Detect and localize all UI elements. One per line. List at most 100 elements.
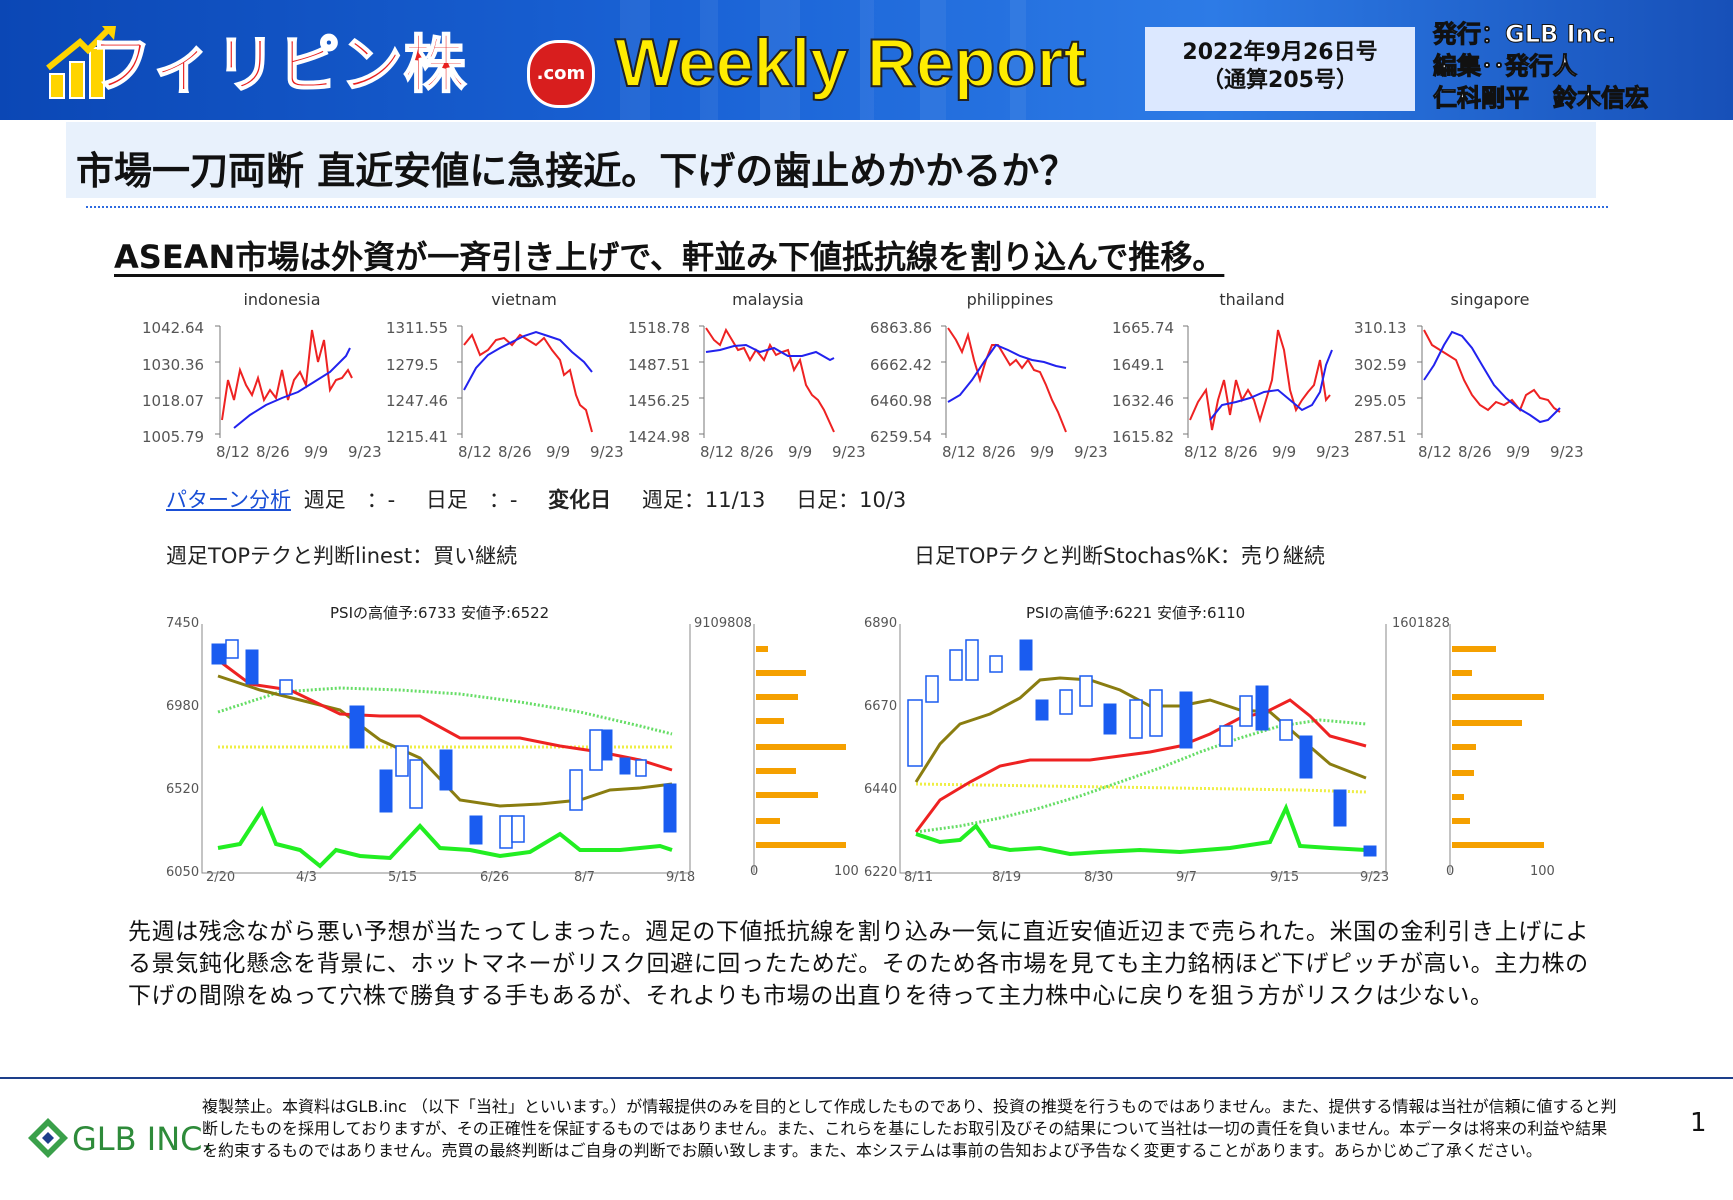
change-day-weekly: 週足：11/13 xyxy=(641,488,766,512)
header-banner xyxy=(0,0,1733,120)
glb-logo-icon xyxy=(28,1118,68,1158)
y-tick: 1456.25 xyxy=(628,392,691,410)
x-tick: 9/9 xyxy=(788,443,813,461)
footer-divider xyxy=(0,1077,1733,1079)
report-title: Weekly Report xyxy=(614,24,1087,102)
x-tick: 8/12 xyxy=(458,443,492,461)
change-day-label: 変化日 xyxy=(548,488,612,512)
x-tick: 9/9 xyxy=(1272,443,1297,461)
y-tick: 310.13 xyxy=(1354,319,1407,337)
x-tick: 9/23 xyxy=(1360,870,1390,885)
x-tick: 9/23 xyxy=(832,443,866,461)
y-tick: 6980 xyxy=(166,699,200,714)
x-tick: 9/7 xyxy=(1176,870,1197,885)
x-tick: 8/7 xyxy=(574,870,595,885)
issue-date: 2022年9月26日号 xyxy=(1182,40,1378,65)
y-tick: 6863.86 xyxy=(870,319,933,337)
x-tick: 9/9 xyxy=(1030,443,1055,461)
market-name-philippines: philippines xyxy=(966,290,1054,309)
y-tick: 1042.64 xyxy=(142,319,205,337)
issue-number: （通算205号） xyxy=(1202,68,1358,93)
subheadline: ASEAN市場は外資が一斉引き上げで、軒並み下値抵抗線を割り込んで推移。 xyxy=(114,238,1225,276)
y-tick: 1487.51 xyxy=(628,356,691,374)
x-tick: 8/12 xyxy=(700,443,734,461)
x-tick: 9/23 xyxy=(1074,443,1108,461)
y-tick: 1005.79 xyxy=(142,428,205,446)
publisher-line: 編集･･発行人 xyxy=(1433,52,1578,81)
x-tick: 9/23 xyxy=(1550,443,1584,461)
x-tick: 8/12 xyxy=(216,443,250,461)
x-tick: 8/26 xyxy=(256,443,290,461)
disclaimer: 複製禁止。本資料はGLB.inc （以下「当社」といいます。）が情報提供のみを目… xyxy=(202,1097,1617,1160)
x-tick: 9/23 xyxy=(348,443,382,461)
y-tick: 302.59 xyxy=(1354,356,1407,374)
x-tick: 9/15 xyxy=(1270,870,1300,885)
x-tick: 9/9 xyxy=(546,443,571,461)
x-tick: 9/23 xyxy=(590,443,624,461)
daily-chart-caption: PSIの高値予:6221 安値予:6110 xyxy=(1026,604,1246,622)
y-tick: 1030.36 xyxy=(142,356,205,374)
y-tick: 6220 xyxy=(864,865,898,880)
y-tick: 1649.1 xyxy=(1112,356,1165,374)
y-tick: 6670 xyxy=(864,699,898,714)
pattern-analysis-link[interactable]: パターン分析 xyxy=(166,488,291,512)
volume-max: 1601828 xyxy=(1392,616,1450,631)
market-name-malaysia: malaysia xyxy=(732,290,804,309)
x-tick: 9/9 xyxy=(304,443,329,461)
y-tick: 1247.46 xyxy=(386,392,449,410)
y-tick: 287.51 xyxy=(1354,428,1407,446)
y-tick: 1518.78 xyxy=(628,319,691,337)
brand-name: フィリピン株 xyxy=(89,27,467,102)
x-tick: 8/12 xyxy=(942,443,976,461)
x-tick: 8/26 xyxy=(1458,443,1492,461)
publisher-line: 発行：GLB Inc. xyxy=(1433,20,1617,49)
y-tick: 1279.5 xyxy=(386,356,439,374)
glb-logo-text: GLB INC. xyxy=(72,1120,213,1158)
pattern-analysis-line: パターン分析 週足 ：- 日足 ：- 変化日 週足：11/13 日足：10/3 xyxy=(166,484,906,514)
weekly-chart-caption: PSIの高値予:6733 安値予:6522 xyxy=(330,604,550,622)
x-tick: 8/11 xyxy=(904,870,934,885)
y-tick: 1665.74 xyxy=(1112,319,1175,337)
market-name-indonesia: indonesia xyxy=(243,290,321,309)
x-tick: 8/19 xyxy=(992,870,1022,885)
y-tick: 6050 xyxy=(166,865,200,880)
x-tick: 8/26 xyxy=(740,443,774,461)
growth-chart-icon xyxy=(46,26,116,99)
x-tick: 8/30 xyxy=(1084,870,1114,885)
y-tick: 1311.55 xyxy=(386,319,449,337)
headline-bar xyxy=(66,122,1596,198)
x-tick: 8/12 xyxy=(1418,443,1452,461)
x-tick: 9/18 xyxy=(666,870,696,885)
y-tick: 6520 xyxy=(166,782,200,797)
y-tick: 1615.82 xyxy=(1112,428,1175,446)
x-tick: 9/23 xyxy=(1316,443,1350,461)
y-tick: 6890 xyxy=(864,616,898,631)
y-tick: 7450 xyxy=(166,616,200,631)
com-badge: .com xyxy=(527,40,595,108)
x-tick: 8/26 xyxy=(982,443,1016,461)
market-name-vietnam: vietnam xyxy=(491,290,557,309)
market-name-thailand: thailand xyxy=(1219,290,1285,309)
x-tick: 2/20 xyxy=(206,870,236,885)
volume-max: 9109808 xyxy=(694,616,752,631)
hist-tick: 100 xyxy=(1530,864,1555,879)
y-tick: 6460.98 xyxy=(870,392,933,410)
market-name-singapore: singapore xyxy=(1450,290,1530,309)
x-tick: 8/26 xyxy=(498,443,532,461)
page-number: 1 xyxy=(1690,1108,1707,1138)
publisher-line: 仁科剛平 鈴木信宏 xyxy=(1433,84,1650,113)
y-tick: 1215.41 xyxy=(386,428,449,446)
x-tick: 8/26 xyxy=(1224,443,1258,461)
y-tick: 6662.42 xyxy=(870,356,933,374)
headline: 市場一刀両断 直近安値に急接近。下げの歯止めかかるか？ xyxy=(76,149,1078,193)
pattern-daily: 日足 ：- xyxy=(425,488,518,512)
daily-chart-title: 日足TOPテクと判断Stochas%K：売り継続 xyxy=(914,544,1325,568)
y-tick: 6440 xyxy=(864,782,898,797)
x-tick: 9/9 xyxy=(1506,443,1531,461)
issue-date-box: 2022年9月26日号 （通算205号） xyxy=(1145,27,1415,111)
y-tick: 1424.98 xyxy=(628,428,691,446)
technical-charts xyxy=(201,624,1544,874)
x-tick: 5/15 xyxy=(388,870,418,885)
y-tick: 1018.07 xyxy=(142,392,205,410)
y-tick: 1632.46 xyxy=(1112,392,1175,410)
